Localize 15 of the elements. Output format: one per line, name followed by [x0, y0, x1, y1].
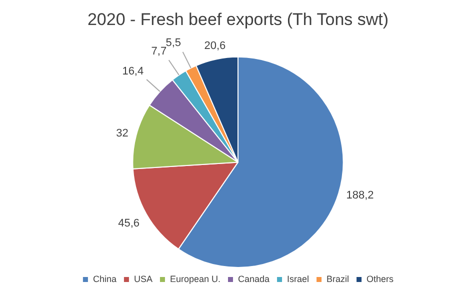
data-label: 32 — [116, 128, 128, 140]
legend-label: Canada — [238, 274, 270, 284]
data-label: 20,6 — [204, 40, 226, 52]
data-label: 5,5 — [166, 36, 181, 49]
legend-label: Israel — [287, 274, 310, 284]
legend-label: European U. — [170, 274, 221, 284]
legend-label: Brazil — [326, 274, 350, 284]
data-label: 45,6 — [118, 218, 140, 230]
data-label: 188,2 — [346, 190, 374, 202]
chart-title: 2020 - Fresh beef exports (Th Tons swt) — [87, 10, 389, 29]
data-label: 7,7 — [151, 45, 167, 58]
data-label: 16,4 — [122, 65, 144, 78]
legend-label: USA — [134, 274, 152, 284]
legend-label: China — [92, 274, 116, 284]
legend-label: Others — [366, 274, 394, 284]
